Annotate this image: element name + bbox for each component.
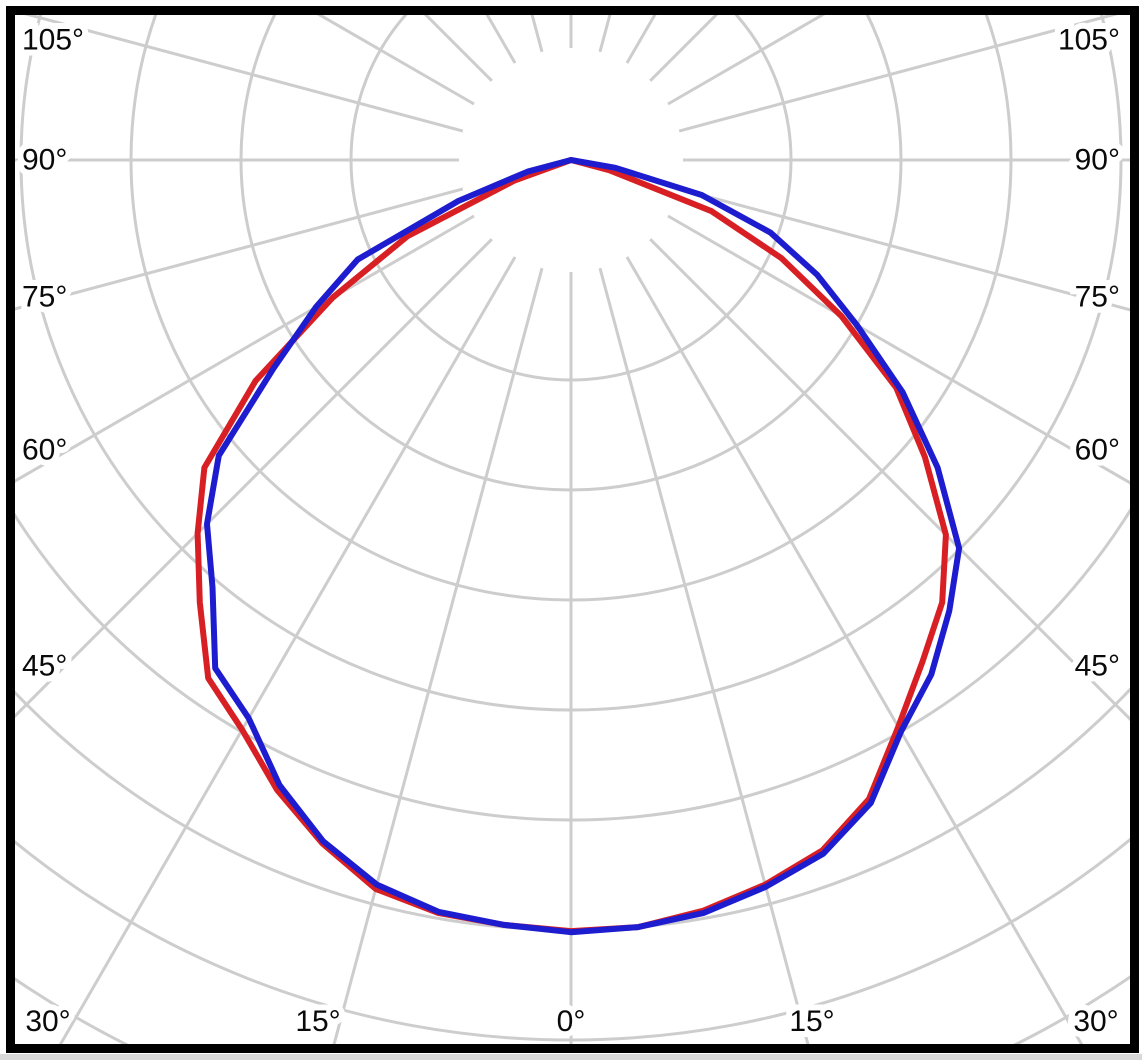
angle-label: 60° bbox=[1075, 434, 1120, 467]
grid-spoke bbox=[667, 214, 1130, 485]
grid-spoke bbox=[24, 15, 464, 133]
angle-label: 75° bbox=[22, 281, 67, 314]
grid-spoke bbox=[15, 214, 475, 483]
blue-curve bbox=[204, 157, 963, 936]
grid-spoke bbox=[678, 15, 1118, 133]
angle-label: 105° bbox=[22, 24, 84, 57]
angle-label: 75° bbox=[1075, 281, 1120, 314]
diagram-frame bbox=[6, 6, 1139, 1053]
grid-spoke bbox=[58, 256, 517, 1044]
angle-label: 30° bbox=[25, 1005, 70, 1038]
grid-spoke bbox=[15, 238, 493, 719]
angle-label: 15° bbox=[295, 1005, 340, 1038]
angle-label: 0° bbox=[557, 1005, 586, 1038]
grid-spoke bbox=[625, 256, 1084, 1044]
angle-label: 90° bbox=[1075, 144, 1120, 177]
angle-label: 45° bbox=[1075, 650, 1120, 683]
grid-spoke bbox=[332, 267, 544, 1044]
grid-spoke bbox=[649, 238, 1130, 722]
grid-spoke bbox=[598, 267, 810, 1044]
angle-label: 90° bbox=[22, 144, 67, 177]
angle-label: 45° bbox=[22, 650, 67, 683]
angle-label: 30° bbox=[1073, 1005, 1118, 1038]
grid-spoke bbox=[678, 187, 1130, 312]
angle-label: 15° bbox=[789, 1005, 834, 1038]
bottom-edge-strip bbox=[0, 1054, 1142, 1060]
angle-label: 60° bbox=[22, 434, 67, 467]
angle-label: 105° bbox=[1058, 24, 1120, 57]
grid-spoke bbox=[15, 187, 464, 311]
